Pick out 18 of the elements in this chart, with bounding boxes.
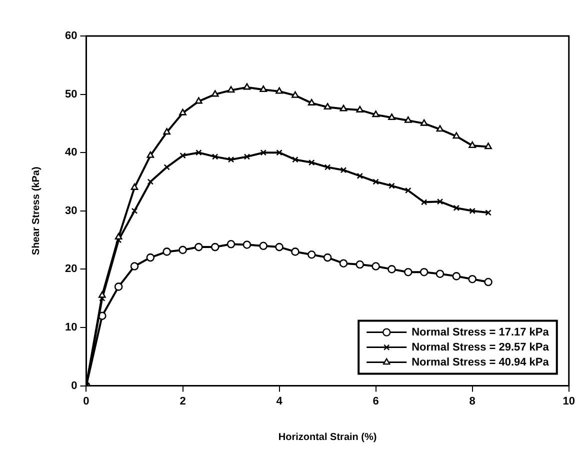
x-tick-label: 2 bbox=[180, 395, 186, 408]
legend-label: Normal Stress = 40.94 kPa bbox=[412, 356, 550, 368]
x-tick-label: 10 bbox=[562, 395, 576, 408]
y-tick-label: 0 bbox=[71, 380, 78, 392]
x-axis-title: Horizontal Strain (%) bbox=[278, 432, 377, 443]
x-tick-label: 4 bbox=[276, 395, 284, 408]
y-tick-label: 50 bbox=[64, 88, 78, 100]
x-tick-label: 0 bbox=[83, 395, 90, 408]
y-tick-label: 60 bbox=[64, 30, 78, 42]
legend-label: Normal Stress = 29.57 kPa bbox=[412, 341, 550, 354]
legend-label: Normal Stress = 17.17 kPa bbox=[412, 326, 550, 338]
y-tick-label: 10 bbox=[64, 322, 78, 334]
x-tick-label: 6 bbox=[372, 395, 379, 408]
y-axis-title: Shear Stress (kPa) bbox=[30, 166, 42, 256]
x-tick-label: 8 bbox=[469, 395, 476, 408]
y-tick-label: 40 bbox=[64, 146, 78, 159]
y-tick-label: 20 bbox=[64, 263, 78, 276]
y-tick-label: 30 bbox=[64, 204, 78, 217]
